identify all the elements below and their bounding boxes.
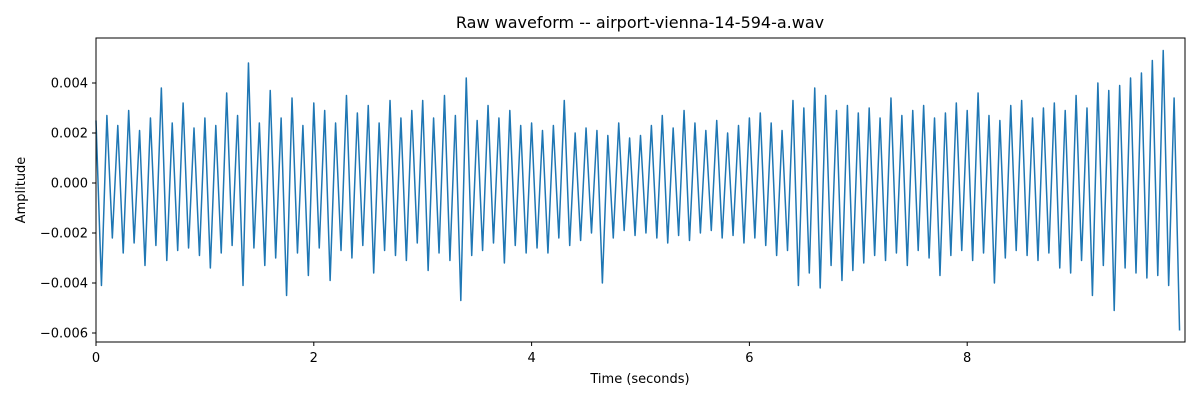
chart-title: Raw waveform -- airport-vienna-14-594-a.… [456, 13, 824, 32]
x-axis-label: Time (seconds) [589, 372, 689, 387]
y-axis-label: Amplitude [14, 157, 29, 224]
y-tick-label: 0.000 [51, 177, 88, 192]
y-tick-label: −0.004 [40, 277, 88, 292]
x-tick-label: 4 [527, 351, 535, 366]
x-tick-label: 8 [963, 351, 971, 366]
y-tick-label: 0.004 [51, 77, 88, 92]
x-tick-label: 6 [745, 351, 753, 366]
x-tick-label: 0 [92, 351, 100, 366]
y-tick-label: −0.006 [40, 327, 88, 342]
y-tick-label: −0.002 [40, 227, 88, 242]
waveform-line [95, 49, 1181, 331]
x-tick-label: 2 [310, 351, 318, 366]
plot-frame [95, 37, 1186, 343]
y-tick-label: 0.002 [51, 127, 88, 142]
